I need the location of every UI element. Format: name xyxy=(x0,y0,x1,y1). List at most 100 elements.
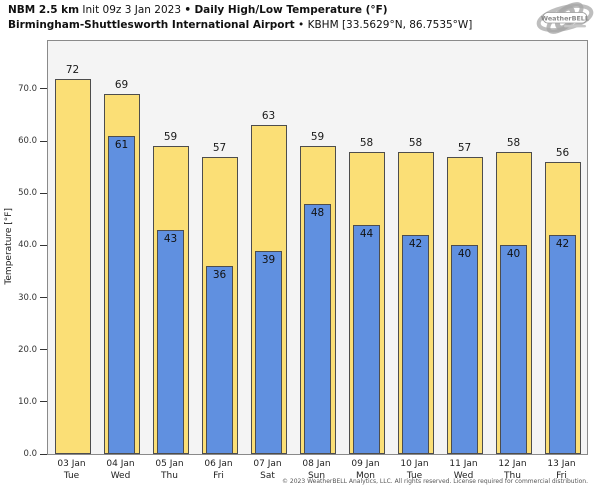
station-id-coords: KBHM [33.5629°N, 86.7535°W] xyxy=(307,19,473,31)
x-tick-day: Mon xyxy=(356,471,375,481)
y-tick-mark xyxy=(40,88,47,90)
high-value-label: 57 xyxy=(457,141,472,154)
bar-group: 63 39 xyxy=(244,41,293,454)
x-tick-date: 07 Jan xyxy=(253,459,282,469)
bar-group: 58 42 xyxy=(391,41,440,454)
low-value-label: 61 xyxy=(114,138,129,151)
x-tick-date: 03 Jan xyxy=(57,459,86,469)
x-tick-label: 09 Jan Mon xyxy=(341,458,390,482)
high-value-label: 69 xyxy=(114,79,129,92)
x-tick-day: Tue xyxy=(63,471,80,481)
low-value-label: 48 xyxy=(310,206,325,219)
low-value-label: 44 xyxy=(359,227,374,240)
x-tick-date: 10 Jan xyxy=(400,459,429,469)
low-bar: 40 xyxy=(500,245,527,454)
bar-group: 59 48 xyxy=(293,41,342,454)
bar-group: 59 43 xyxy=(146,41,195,454)
x-tick-label: 12 Jan Thu xyxy=(488,458,537,482)
low-value-label: 43 xyxy=(163,232,178,245)
y-tick-label: 70.0 xyxy=(18,83,37,94)
high-value-label: 58 xyxy=(506,136,521,149)
y-tick-label: 0.0 xyxy=(23,449,37,459)
x-tick-label: 11 Jan Wed xyxy=(439,458,488,482)
x-tick-date: 06 Jan xyxy=(204,459,233,469)
y-tick-mark xyxy=(40,297,47,299)
x-tick-day: Wed xyxy=(110,471,131,481)
y-tick-label: 40.0 xyxy=(18,240,37,251)
x-tick-date: 09 Jan xyxy=(351,459,380,469)
separator-bullet: • xyxy=(184,4,192,16)
copyright-notice: © 2023 WeatherBELL Analytics, LLC. All r… xyxy=(282,478,588,485)
x-tick-label: 03 Jan Tue xyxy=(47,458,96,482)
low-bar: 44 xyxy=(353,224,380,454)
low-bar: 36 xyxy=(206,266,233,454)
x-tick-date: 13 Jan xyxy=(547,459,576,469)
y-tick-label: 60.0 xyxy=(18,136,37,147)
low-bar: 48 xyxy=(304,203,331,454)
high-value-label: 56 xyxy=(555,146,570,159)
x-tick-label: 05 Jan Thu xyxy=(145,458,194,482)
low-bar: 61 xyxy=(108,135,135,454)
x-tick-date: 04 Jan xyxy=(106,459,135,469)
x-tick-date: 11 Jan xyxy=(449,459,478,469)
bar-group: 72 xyxy=(48,41,97,454)
high-value-label: 58 xyxy=(408,136,423,149)
x-tick-label: 08 Jan Sun xyxy=(292,458,341,482)
low-bar: 42 xyxy=(549,235,576,454)
title-line-1: NBM 2.5 km Init 09z 3 Jan 2023 • Daily H… xyxy=(8,3,472,18)
y-tick-mark xyxy=(40,192,47,194)
x-tick-label: 07 Jan Sat xyxy=(243,458,292,482)
y-tick-mark xyxy=(40,453,47,455)
low-bar: 43 xyxy=(157,229,184,454)
x-tick-label: 06 Jan Fri xyxy=(194,458,243,482)
high-value-label: 59 xyxy=(310,131,325,144)
high-value-label: 72 xyxy=(65,63,80,76)
low-value-label: 42 xyxy=(555,238,570,250)
x-tick-day: Fri xyxy=(556,471,567,481)
high-value-label: 59 xyxy=(163,131,178,144)
logo-text: WeatherBELL xyxy=(541,14,589,22)
x-tick-day: Sun xyxy=(307,471,326,481)
bar-group: 58 44 xyxy=(342,41,391,454)
high-bar xyxy=(54,78,91,454)
product-name: Daily High/Low Temperature (°F) xyxy=(194,4,388,16)
plot-area: 72 69 61 59 43 57 36 63 39 59 48 58 44 58 42 57 40 58 40 56… xyxy=(47,40,588,455)
y-tick-label: 10.0 xyxy=(18,396,37,407)
y-tick-label: 20.0 xyxy=(18,344,37,355)
x-tick-day: Sat xyxy=(260,471,275,481)
separator-bullet: • xyxy=(298,19,305,31)
low-value-label: 36 xyxy=(212,269,227,282)
title-line-2: Birmingham-Shuttlesworth International A… xyxy=(8,18,472,33)
x-tick-day: Tue xyxy=(406,471,423,481)
chart-header: NBM 2.5 km Init 09z 3 Jan 2023 • Daily H… xyxy=(8,3,472,33)
bar-group: 56 42 xyxy=(538,41,587,454)
weatherbell-logo: WeatherBELL xyxy=(534,1,596,41)
low-value-label: 40 xyxy=(506,248,521,261)
x-tick-date: 05 Jan xyxy=(155,459,184,469)
station-name: Birmingham-Shuttlesworth International A… xyxy=(8,19,295,31)
x-tick-label: 04 Jan Wed xyxy=(96,458,145,482)
low-bar: 39 xyxy=(255,250,282,454)
high-value-label: 63 xyxy=(261,110,276,123)
y-tick-mark xyxy=(40,244,47,246)
x-tick-date: 12 Jan xyxy=(498,459,527,469)
y-tick-label: 30.0 xyxy=(18,292,37,303)
y-tick-label: 50.0 xyxy=(18,188,37,199)
bar-group: 57 36 xyxy=(195,41,244,454)
weatherbell-swirl-icon: WeatherBELL xyxy=(536,2,594,34)
y-tick-mark xyxy=(40,140,47,142)
high-value-label: 57 xyxy=(212,141,227,154)
low-bar: 40 xyxy=(451,245,478,454)
high-value-label: 58 xyxy=(359,136,374,149)
x-tick-day: Fri xyxy=(213,471,224,481)
low-value-label: 42 xyxy=(408,238,423,250)
bar-group: 69 61 xyxy=(97,41,146,454)
model-name: NBM 2.5 km xyxy=(8,4,80,16)
y-tick-mark xyxy=(40,349,47,351)
x-tick-day: Thu xyxy=(161,471,178,481)
x-tick-day: Thu xyxy=(504,471,521,481)
x-tick-date: 08 Jan xyxy=(302,459,331,469)
low-value-label: 39 xyxy=(261,253,276,266)
x-tick-label: 10 Jan Tue xyxy=(390,458,439,482)
